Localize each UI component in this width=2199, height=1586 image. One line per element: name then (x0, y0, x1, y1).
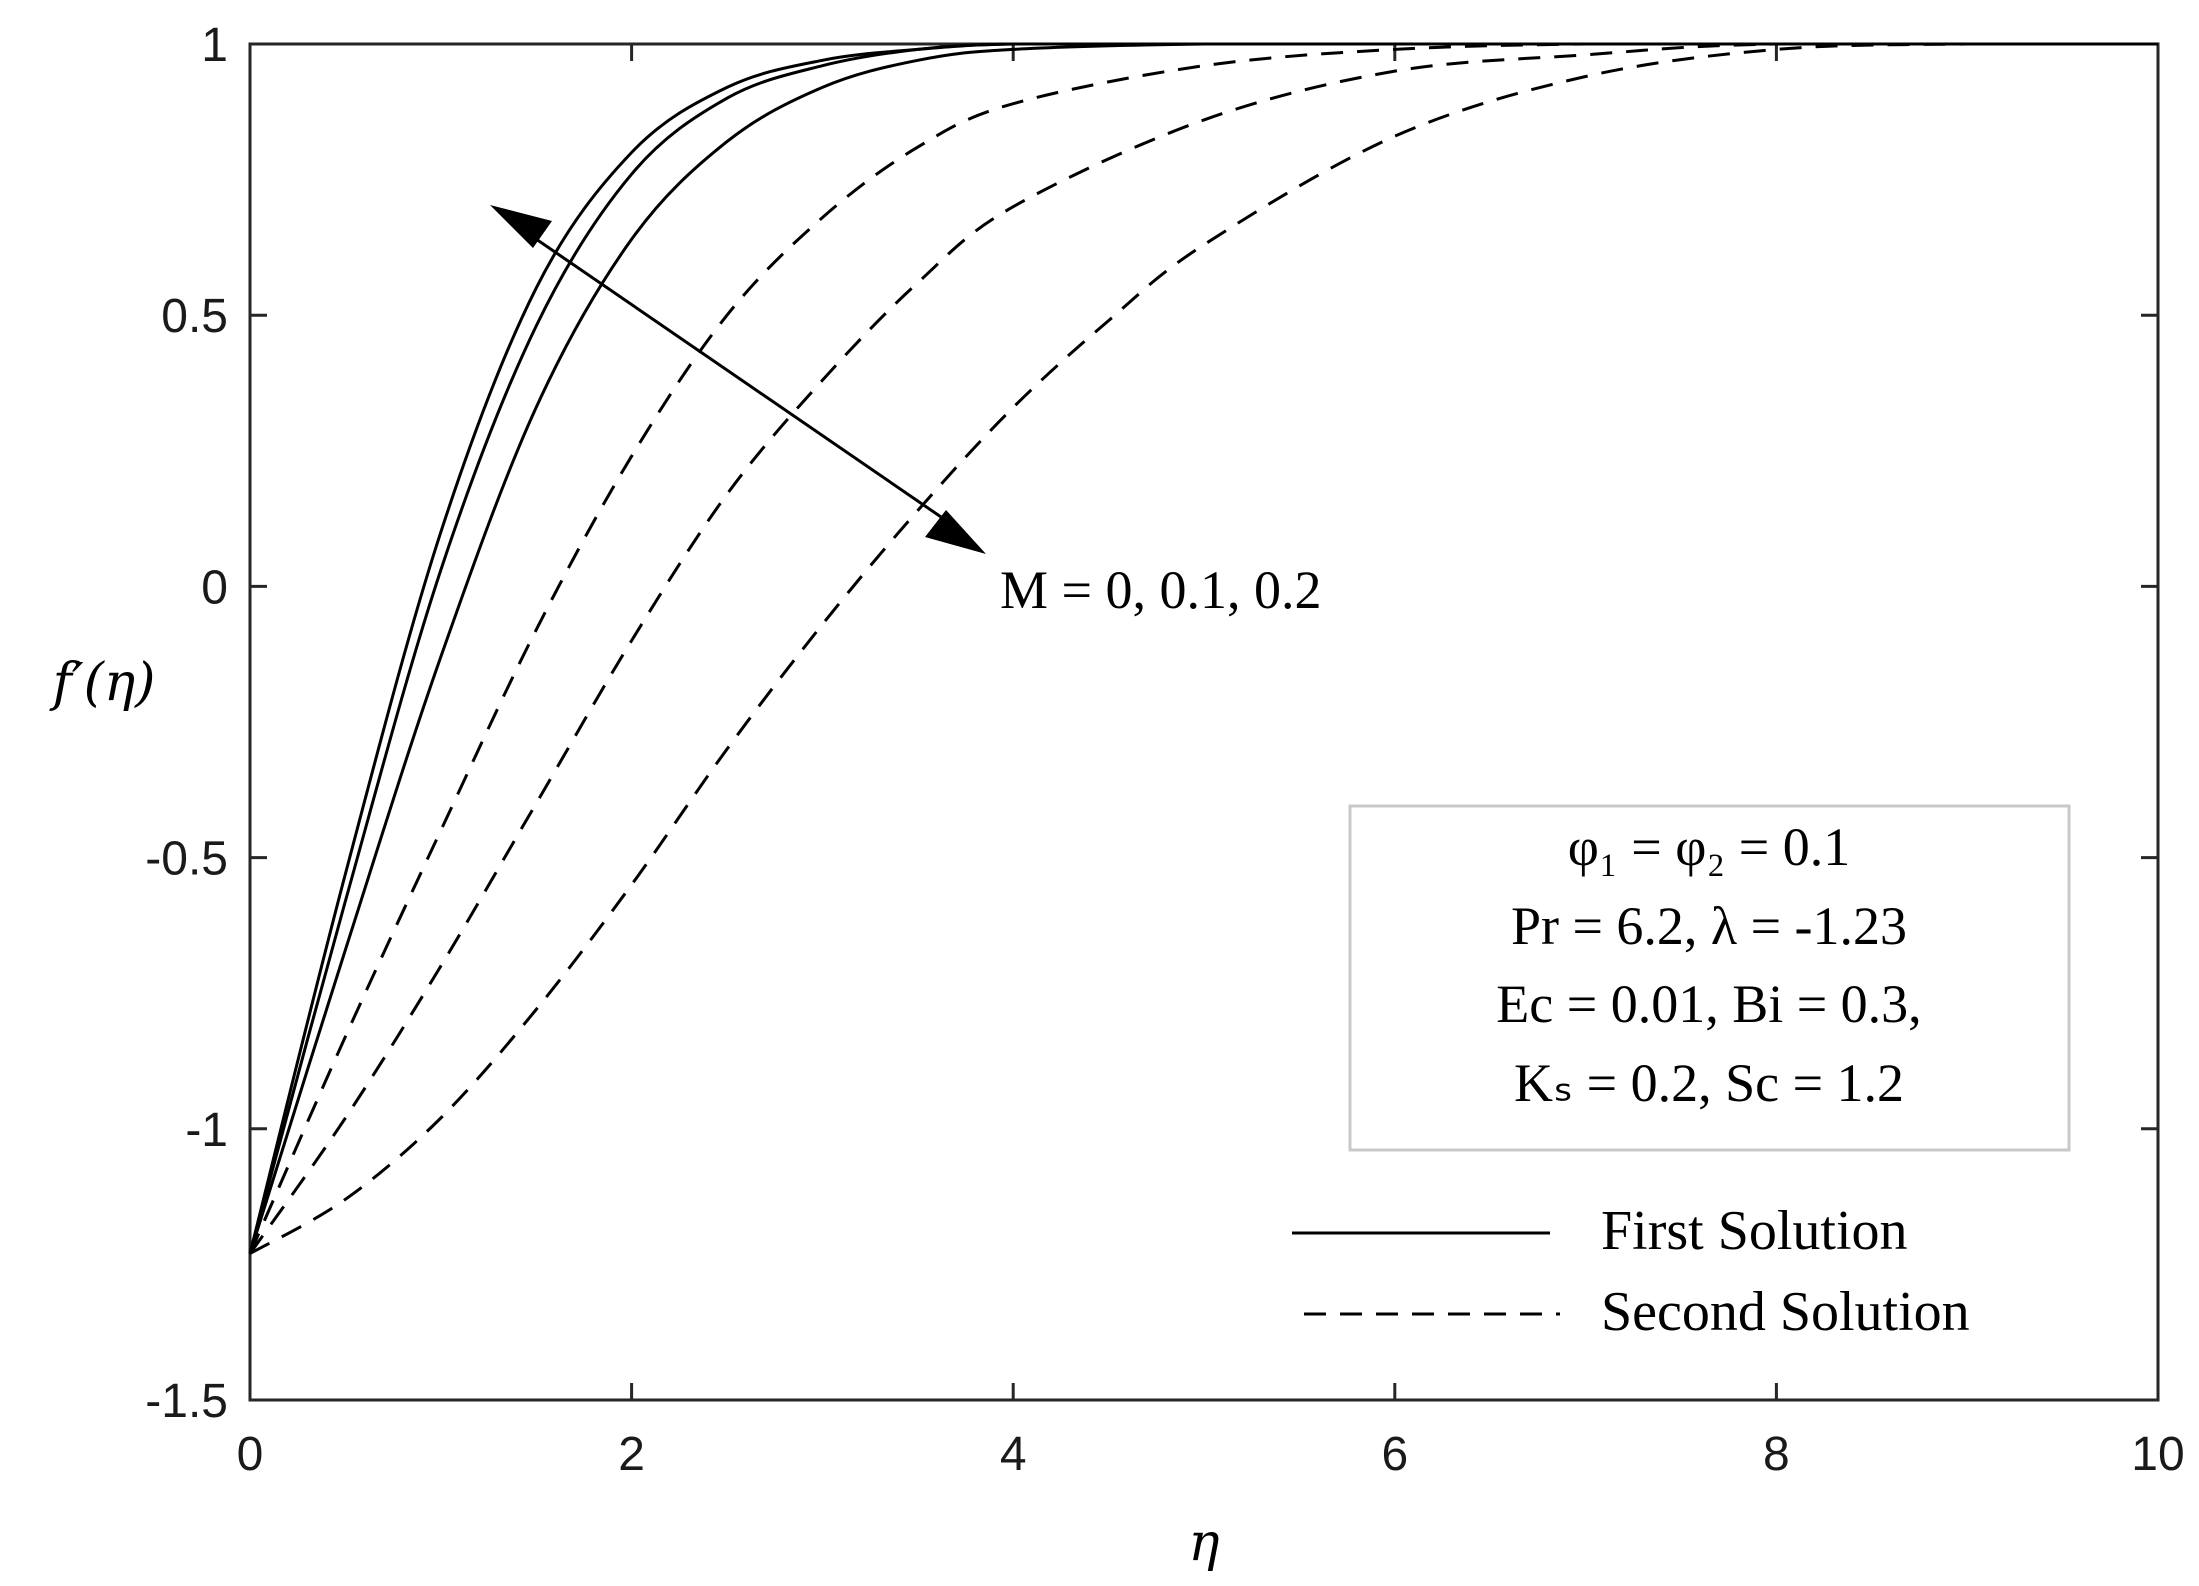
axes-frame (248, 42, 2160, 1402)
param-line-3: Ec = 0.01, Bi = 0.3, (1496, 974, 1921, 1034)
x-tick-label: 8 (1763, 1428, 1790, 1481)
arrow-head-lower (925, 510, 986, 554)
y-tick-labels: 1 0.5 0 -0.5 -1 -1.5 (145, 19, 228, 1428)
trend-arrow (490, 205, 986, 554)
x-tick-label: 6 (1381, 1428, 1408, 1481)
legend-label-second: Second Solution (1601, 1281, 1970, 1343)
second-solution-line-6 (249, 42, 2158, 1255)
series-lines (248, 42, 2158, 1255)
param-line-1: φ₁ = φ₂ = 0.1 (1568, 817, 1850, 877)
x-tick-label: 4 (1000, 1428, 1027, 1481)
param-line-4: Kₛ = 0.2, Sc = 1.2 (1514, 1053, 1904, 1113)
x-tick-labels: 0 2 4 6 8 10 (237, 1428, 2185, 1481)
legend-label-first: First Solution (1601, 1200, 1908, 1262)
first-solution-line-3 (248, 42, 2158, 1255)
x-tick-label: 10 (2131, 1428, 2184, 1481)
axis-ticks (248, 42, 2160, 1402)
second-solution-line-5 (248, 42, 2158, 1255)
y-tick-label: 1 (201, 19, 228, 72)
y-tick-label: -1 (185, 1104, 228, 1157)
x-axis-label: η (1188, 1513, 1219, 1573)
y-axis-label: f′(η) (49, 653, 156, 713)
parameter-box-frame (1348, 804, 2071, 1152)
x-tick-label: 0 (237, 1428, 264, 1481)
parameter-annotation: M = 0, 0.1, 0.2 (1000, 560, 1321, 620)
y-tick-label: -0.5 (145, 833, 228, 886)
y-tick-label: -1.5 (145, 1375, 228, 1428)
y-tick-label: 0.5 (161, 290, 228, 343)
param-line-2: Pr = 6.2, λ = -1.23 (1511, 896, 1907, 956)
parameter-box: φ₁ = φ₂ = 0.1 Pr = 6.2, λ = -1.23 Ec = 0… (1348, 804, 2071, 1152)
x-tick-label: 2 (618, 1428, 645, 1481)
y-tick-label: 0 (201, 561, 228, 614)
arrow-head-upper (490, 205, 552, 248)
legend: First Solution Second Solution (1292, 1200, 1970, 1343)
plot-area (248, 42, 2160, 1402)
